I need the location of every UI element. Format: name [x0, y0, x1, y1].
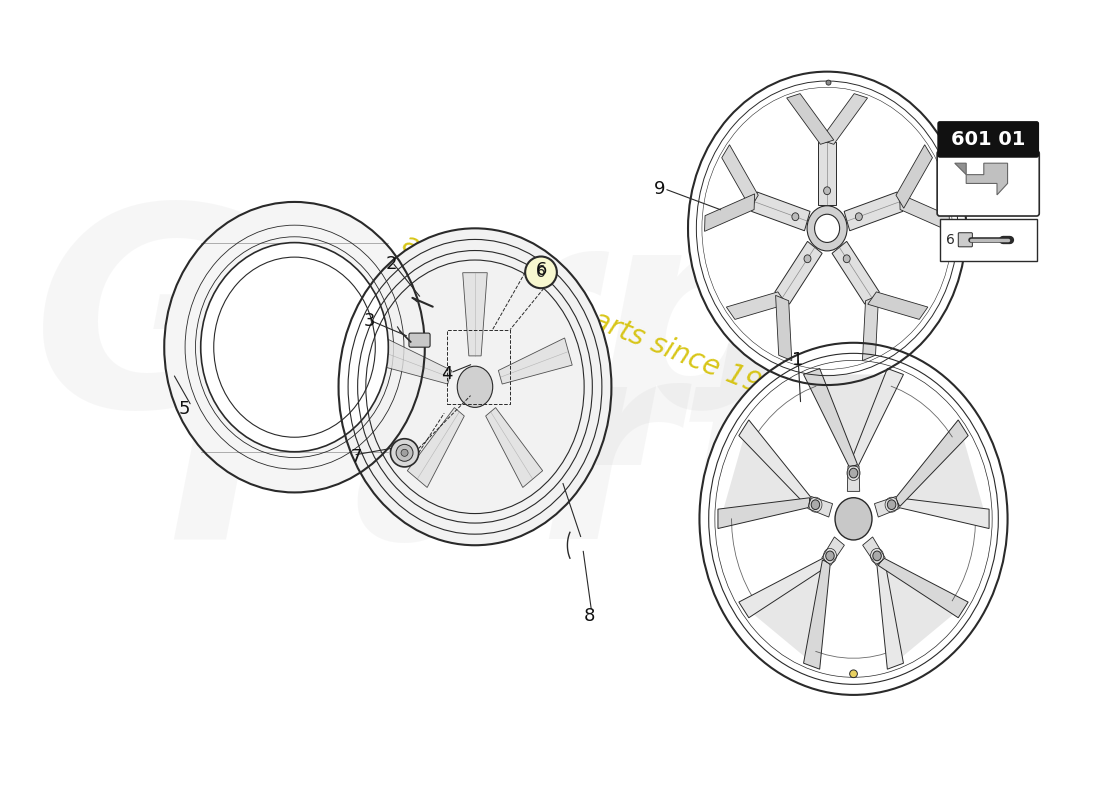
Text: 7: 7 — [351, 448, 362, 466]
Polygon shape — [955, 163, 966, 174]
Ellipse shape — [458, 366, 493, 407]
Polygon shape — [898, 498, 989, 529]
FancyBboxPatch shape — [937, 151, 1040, 216]
Text: Parts: Parts — [167, 326, 976, 597]
Text: Gurp: Gurp — [33, 194, 794, 465]
Polygon shape — [407, 408, 464, 487]
Polygon shape — [868, 292, 927, 319]
Text: 3: 3 — [364, 312, 375, 330]
Ellipse shape — [811, 500, 819, 510]
Ellipse shape — [804, 255, 811, 262]
Polygon shape — [739, 558, 828, 618]
Circle shape — [396, 444, 412, 462]
Ellipse shape — [339, 228, 612, 546]
Polygon shape — [966, 163, 1008, 195]
Circle shape — [826, 80, 830, 85]
Text: 9: 9 — [654, 180, 666, 198]
Ellipse shape — [164, 202, 425, 493]
Polygon shape — [878, 558, 968, 618]
Polygon shape — [895, 420, 968, 506]
Polygon shape — [900, 194, 949, 231]
Ellipse shape — [826, 551, 834, 561]
Text: 1: 1 — [792, 351, 804, 370]
Polygon shape — [726, 292, 786, 319]
Circle shape — [849, 670, 857, 678]
Text: 2: 2 — [386, 254, 397, 273]
Ellipse shape — [849, 468, 858, 478]
Ellipse shape — [807, 206, 847, 251]
Polygon shape — [804, 560, 830, 669]
Polygon shape — [818, 142, 836, 205]
Polygon shape — [704, 194, 755, 231]
Polygon shape — [821, 94, 868, 144]
Polygon shape — [739, 559, 829, 669]
Polygon shape — [718, 498, 810, 529]
Polygon shape — [844, 192, 903, 230]
Polygon shape — [486, 408, 542, 487]
Polygon shape — [786, 94, 834, 144]
Polygon shape — [739, 420, 812, 506]
Polygon shape — [822, 537, 845, 566]
Polygon shape — [896, 145, 933, 208]
Text: 5: 5 — [178, 400, 190, 418]
FancyBboxPatch shape — [409, 333, 430, 347]
FancyBboxPatch shape — [938, 122, 1038, 157]
Ellipse shape — [688, 72, 966, 385]
Text: 6: 6 — [946, 233, 955, 246]
Polygon shape — [774, 242, 822, 304]
FancyBboxPatch shape — [939, 218, 1036, 261]
Polygon shape — [847, 466, 860, 491]
Text: 4: 4 — [441, 365, 452, 382]
Text: a passion for parts since 1985: a passion for parts since 1985 — [398, 229, 798, 412]
Text: 601 01: 601 01 — [952, 130, 1025, 149]
Text: 6: 6 — [536, 261, 547, 278]
Polygon shape — [776, 295, 792, 361]
Ellipse shape — [815, 214, 839, 242]
Text: 6: 6 — [536, 265, 546, 280]
Text: 8: 8 — [584, 606, 595, 625]
Ellipse shape — [835, 498, 872, 540]
Ellipse shape — [824, 187, 830, 194]
Polygon shape — [807, 497, 833, 517]
Polygon shape — [877, 560, 903, 669]
Ellipse shape — [872, 551, 881, 561]
Ellipse shape — [888, 500, 895, 510]
Ellipse shape — [700, 342, 1008, 695]
Polygon shape — [804, 369, 858, 467]
Circle shape — [390, 438, 419, 467]
Ellipse shape — [856, 213, 862, 221]
Polygon shape — [377, 338, 452, 384]
Polygon shape — [498, 338, 572, 384]
FancyBboxPatch shape — [958, 233, 972, 247]
Circle shape — [402, 450, 408, 456]
Ellipse shape — [792, 213, 799, 221]
Polygon shape — [896, 420, 989, 529]
Ellipse shape — [844, 255, 850, 262]
Polygon shape — [849, 369, 903, 467]
Polygon shape — [862, 295, 879, 361]
Polygon shape — [832, 242, 879, 304]
Polygon shape — [751, 192, 810, 230]
Polygon shape — [718, 420, 811, 529]
Polygon shape — [722, 145, 758, 208]
Polygon shape — [804, 374, 903, 466]
Circle shape — [525, 257, 557, 288]
Ellipse shape — [200, 242, 388, 452]
Polygon shape — [463, 273, 487, 356]
Polygon shape — [874, 497, 899, 517]
Polygon shape — [862, 537, 886, 566]
Polygon shape — [878, 559, 968, 669]
